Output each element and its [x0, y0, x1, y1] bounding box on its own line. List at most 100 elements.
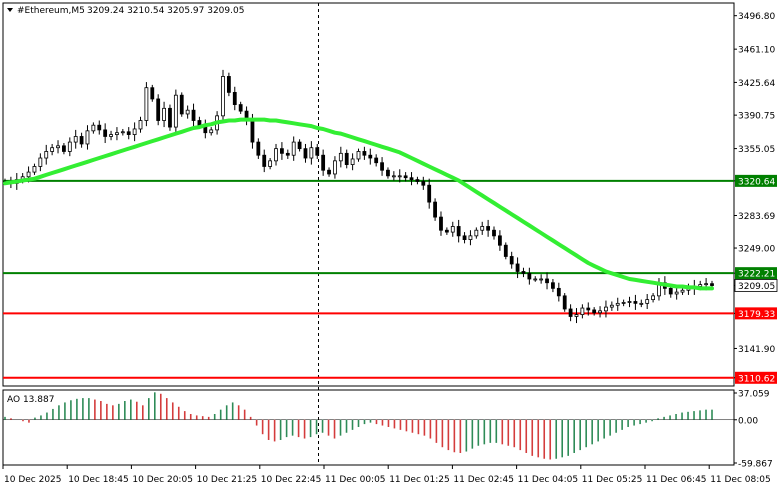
price-tick-label: 3141.90 — [738, 345, 775, 355]
price-level-tag-label: 3110.62 — [738, 374, 775, 384]
candle-body — [592, 309, 597, 314]
candle-body — [568, 308, 573, 317]
dropdown-triangle-icon[interactable] — [7, 8, 13, 12]
candle-body — [427, 184, 432, 203]
candle-body — [221, 76, 225, 117]
candle-body — [303, 148, 308, 159]
candle-body — [50, 147, 55, 152]
ao-tick-label: 37.059 — [738, 390, 770, 400]
candle-body — [338, 152, 343, 162]
candle-body — [680, 289, 685, 293]
candle-body — [238, 104, 243, 112]
time-tick-label: 11 Dec 08:05 — [710, 475, 771, 485]
candle-body — [409, 177, 414, 180]
time-tick-label: 10 Dec 22:45 — [261, 475, 322, 485]
candle-body — [168, 107, 172, 128]
candle-body — [285, 152, 290, 156]
time-tick-label: 10 Dec 21:25 — [197, 475, 258, 485]
candle-body — [333, 160, 337, 175]
candle-body — [162, 107, 166, 121]
candle-body — [439, 216, 443, 231]
candle-body — [639, 302, 644, 305]
candle-body — [256, 141, 261, 156]
time-tick-label: 11 Dec 00:05 — [325, 475, 386, 485]
candle-body — [362, 151, 367, 156]
price-level-tag-label: 3320.64 — [738, 177, 775, 187]
candle-body — [191, 109, 196, 121]
candle-body — [492, 229, 496, 237]
time-axis: 10 Dec 2025 10 Dec 18:45 10 Dec 20:05 10 De… — [2, 465, 771, 485]
ao-histogram — [3, 392, 734, 460]
candle-body — [97, 124, 102, 131]
candle-body — [144, 87, 149, 121]
moving-average-line — [3, 117, 714, 291]
candle-body — [397, 175, 402, 178]
symbol-label: #Ethereum,M5 — [17, 6, 85, 16]
candle-body — [209, 129, 214, 134]
price-level-tag-label: 3179.33 — [738, 310, 775, 320]
price-tick-label: 3496.80 — [738, 12, 775, 22]
candle-body — [444, 229, 449, 233]
candle-body — [539, 278, 544, 281]
candle-body — [645, 299, 650, 304]
candle-body — [291, 141, 296, 156]
candle-body — [456, 226, 461, 237]
candle-body — [350, 158, 355, 165]
price-tick-label: 3355.05 — [738, 145, 775, 155]
price-tick-label: 3425.64 — [738, 79, 775, 89]
candle-body — [185, 109, 190, 115]
time-tick-label: 11 Dec 06:45 — [646, 475, 707, 485]
ao-tick-label: -59.867 — [738, 460, 773, 470]
candle-body — [633, 301, 638, 304]
candle-body — [56, 145, 60, 149]
candle-body — [79, 136, 84, 145]
candle-body — [126, 131, 131, 135]
candle-body — [586, 307, 591, 311]
price-level-tag-label: 3222.21 — [738, 270, 775, 280]
candle-body — [262, 154, 267, 167]
time-tick-label: 11 Dec 04:05 — [518, 475, 579, 485]
ohlc-readout: 3209.24 3210.54 3205.97 3209.05 — [87, 6, 244, 16]
candle-body — [38, 157, 43, 167]
candle-body — [674, 291, 679, 295]
candle-body — [668, 287, 673, 295]
candle-body — [651, 295, 655, 301]
candles — [3, 69, 714, 324]
candle-body — [44, 151, 49, 159]
candle-body — [150, 87, 155, 100]
candle-body — [533, 278, 538, 281]
candle-body — [73, 136, 78, 143]
candle-body — [156, 98, 161, 121]
time-tick-label: 10 Dec 18:45 — [68, 475, 129, 485]
candle-body — [415, 179, 420, 182]
candle-body — [515, 263, 520, 272]
candle-body — [468, 235, 473, 241]
candle-body — [197, 120, 202, 126]
candle-body — [621, 302, 626, 304]
time-tick-label: 10 Dec 20:05 — [132, 475, 193, 485]
candle-body — [356, 151, 361, 160]
candle-body — [480, 226, 485, 231]
candle-body — [85, 130, 90, 145]
time-tick-label: 11 Dec 02:45 — [453, 475, 514, 485]
candle-body — [497, 235, 502, 246]
candle-body — [486, 226, 491, 231]
ao-label: AO 13.887 — [7, 395, 54, 405]
candle-body — [609, 304, 614, 308]
candle-body — [297, 141, 302, 150]
current-price-tag — [734, 279, 778, 292]
candle-body — [132, 128, 137, 135]
price-level-tag — [735, 174, 777, 187]
candle-body — [574, 314, 579, 317]
candle-body — [368, 154, 373, 159]
candle-body — [545, 278, 549, 284]
candle-body — [67, 141, 72, 152]
candle-body — [386, 169, 390, 177]
price-axis: 3496.80 3461.10 3425.64 3390.75 3355.05 3320.… — [734, 12, 778, 384]
candle-body — [503, 244, 508, 257]
candle-body — [103, 129, 108, 137]
price-level-tag — [735, 371, 777, 384]
candle-body — [344, 152, 349, 165]
